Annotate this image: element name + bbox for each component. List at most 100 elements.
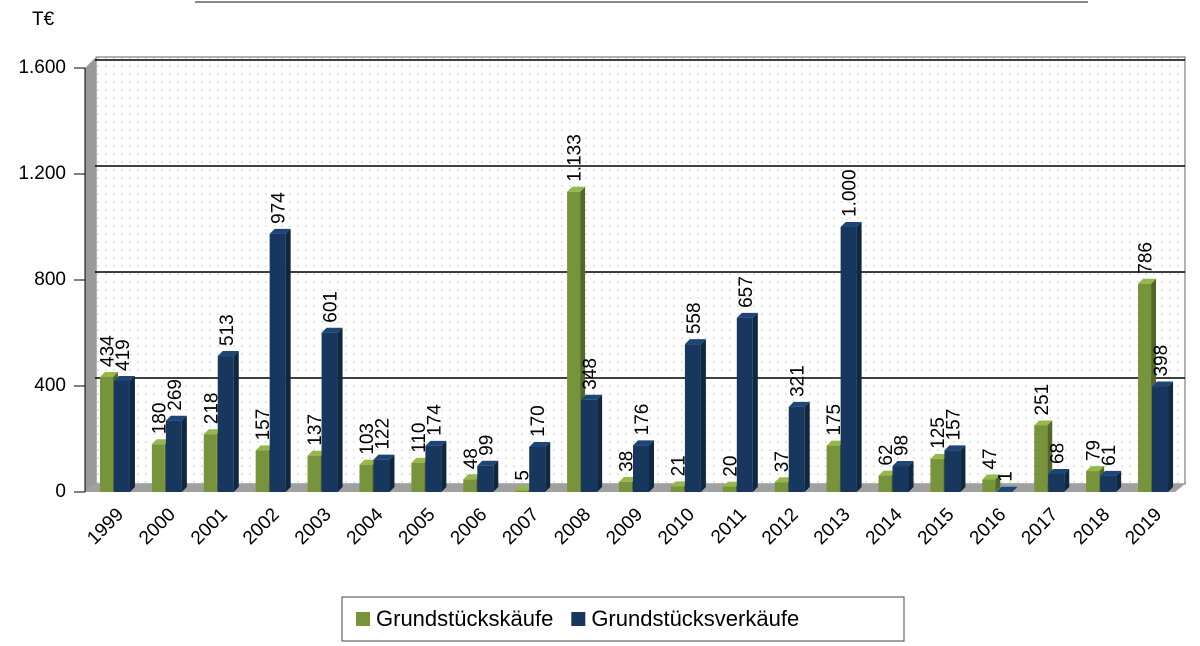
bar xyxy=(99,376,113,492)
bar-side xyxy=(1168,381,1174,492)
x-tick-label: 2007 xyxy=(499,504,544,549)
x-tick-label: 2006 xyxy=(447,504,492,549)
bar-top xyxy=(269,228,291,234)
bar xyxy=(373,459,390,492)
legend-label: Grundstücksverkäufe xyxy=(591,606,799,631)
bar-top xyxy=(1152,381,1174,387)
bar-top xyxy=(840,222,862,227)
bar xyxy=(255,450,269,492)
bar-top xyxy=(321,327,343,333)
bar-top xyxy=(359,459,378,465)
bar xyxy=(463,479,477,492)
bar xyxy=(515,490,529,492)
bar-top xyxy=(411,457,430,463)
data-label: 68 xyxy=(1047,443,1068,464)
data-label: 786 xyxy=(1136,242,1157,274)
bar-side xyxy=(908,461,914,492)
bar xyxy=(307,455,321,492)
bar-side xyxy=(181,415,187,492)
bar-top xyxy=(944,445,966,451)
bar-top xyxy=(1048,468,1070,474)
x-tick-label: 2012 xyxy=(758,504,803,549)
data-label: 434 xyxy=(97,335,118,367)
x-tick-label: 2001 xyxy=(187,504,232,549)
x-tick-label: 2013 xyxy=(810,504,855,549)
bar-top xyxy=(722,481,741,487)
bar xyxy=(619,481,632,492)
y-unit: T€ xyxy=(32,9,55,30)
data-label: 398 xyxy=(1151,345,1172,377)
bar xyxy=(633,445,649,492)
bar xyxy=(411,462,425,492)
bar xyxy=(826,445,840,492)
y-tick-label: 1.200 xyxy=(18,163,66,184)
bar-top xyxy=(982,474,1001,480)
data-label: 170 xyxy=(528,405,549,437)
bar-top xyxy=(307,450,326,456)
bar xyxy=(1138,283,1152,492)
bar-side xyxy=(441,440,447,492)
data-label: 38 xyxy=(617,451,638,472)
data-label: 1.000 xyxy=(840,169,861,217)
data-label: 47 xyxy=(980,448,1001,469)
data-label: 174 xyxy=(424,404,445,436)
bar-side xyxy=(752,312,758,492)
bar xyxy=(165,420,182,492)
bar xyxy=(722,486,736,492)
bar-side xyxy=(1012,486,1018,492)
data-label: 251 xyxy=(1032,384,1053,416)
bar-side xyxy=(960,445,966,492)
x-tick-label: 2016 xyxy=(966,504,1011,549)
data-label: 79 xyxy=(1084,440,1105,461)
bar-top xyxy=(684,339,706,345)
bar-top xyxy=(892,461,914,467)
x-tick-label: 1999 xyxy=(83,504,128,549)
legend-swatch xyxy=(356,612,370,626)
bar xyxy=(359,464,373,492)
data-label: 321 xyxy=(788,365,809,397)
x-tick-label: 2010 xyxy=(654,504,699,549)
data-label: 657 xyxy=(736,276,757,308)
data-label: 558 xyxy=(684,302,705,334)
data-label: 61 xyxy=(1099,445,1120,466)
bar-side xyxy=(285,228,291,492)
bar xyxy=(1048,473,1065,492)
bar xyxy=(840,227,857,492)
bar-side xyxy=(1064,468,1070,492)
x-tick-label: 2017 xyxy=(1018,504,1063,549)
bar-side xyxy=(649,440,654,492)
legend-box xyxy=(341,596,905,642)
bar xyxy=(269,233,286,492)
bar-top xyxy=(255,445,274,451)
bar xyxy=(892,466,909,492)
data-label: 48 xyxy=(461,448,482,469)
bar xyxy=(1152,386,1169,492)
bar-side xyxy=(337,327,343,492)
data-label: 20 xyxy=(720,456,741,477)
bar-side xyxy=(493,460,499,492)
bar-side xyxy=(545,441,551,492)
bar xyxy=(930,458,944,492)
data-label: 180 xyxy=(149,403,170,435)
bar-top xyxy=(670,481,689,487)
data-label: 103 xyxy=(357,423,378,455)
data-label: 137 xyxy=(305,414,326,446)
bar-side xyxy=(389,454,395,492)
bar-top xyxy=(1086,466,1105,472)
data-label: 513 xyxy=(217,314,238,346)
y-tick-label: 0 xyxy=(55,481,66,502)
x-tick-label: 2004 xyxy=(343,504,388,549)
bar xyxy=(567,191,581,492)
x-tick-label: 2008 xyxy=(550,504,595,549)
bar xyxy=(477,465,494,492)
y-tick-label: 1.600 xyxy=(18,57,66,78)
data-label: 98 xyxy=(892,435,913,456)
data-label: 269 xyxy=(165,379,186,411)
bar xyxy=(529,446,546,492)
data-label: 176 xyxy=(632,404,653,436)
legend: Grundstückskäufe Grundstücksverkäufe xyxy=(356,606,799,631)
x-tick-label: 2009 xyxy=(602,504,647,549)
data-label: 99 xyxy=(476,435,497,456)
x-tick-label: 2011 xyxy=(707,504,751,548)
bar-top xyxy=(477,460,499,466)
